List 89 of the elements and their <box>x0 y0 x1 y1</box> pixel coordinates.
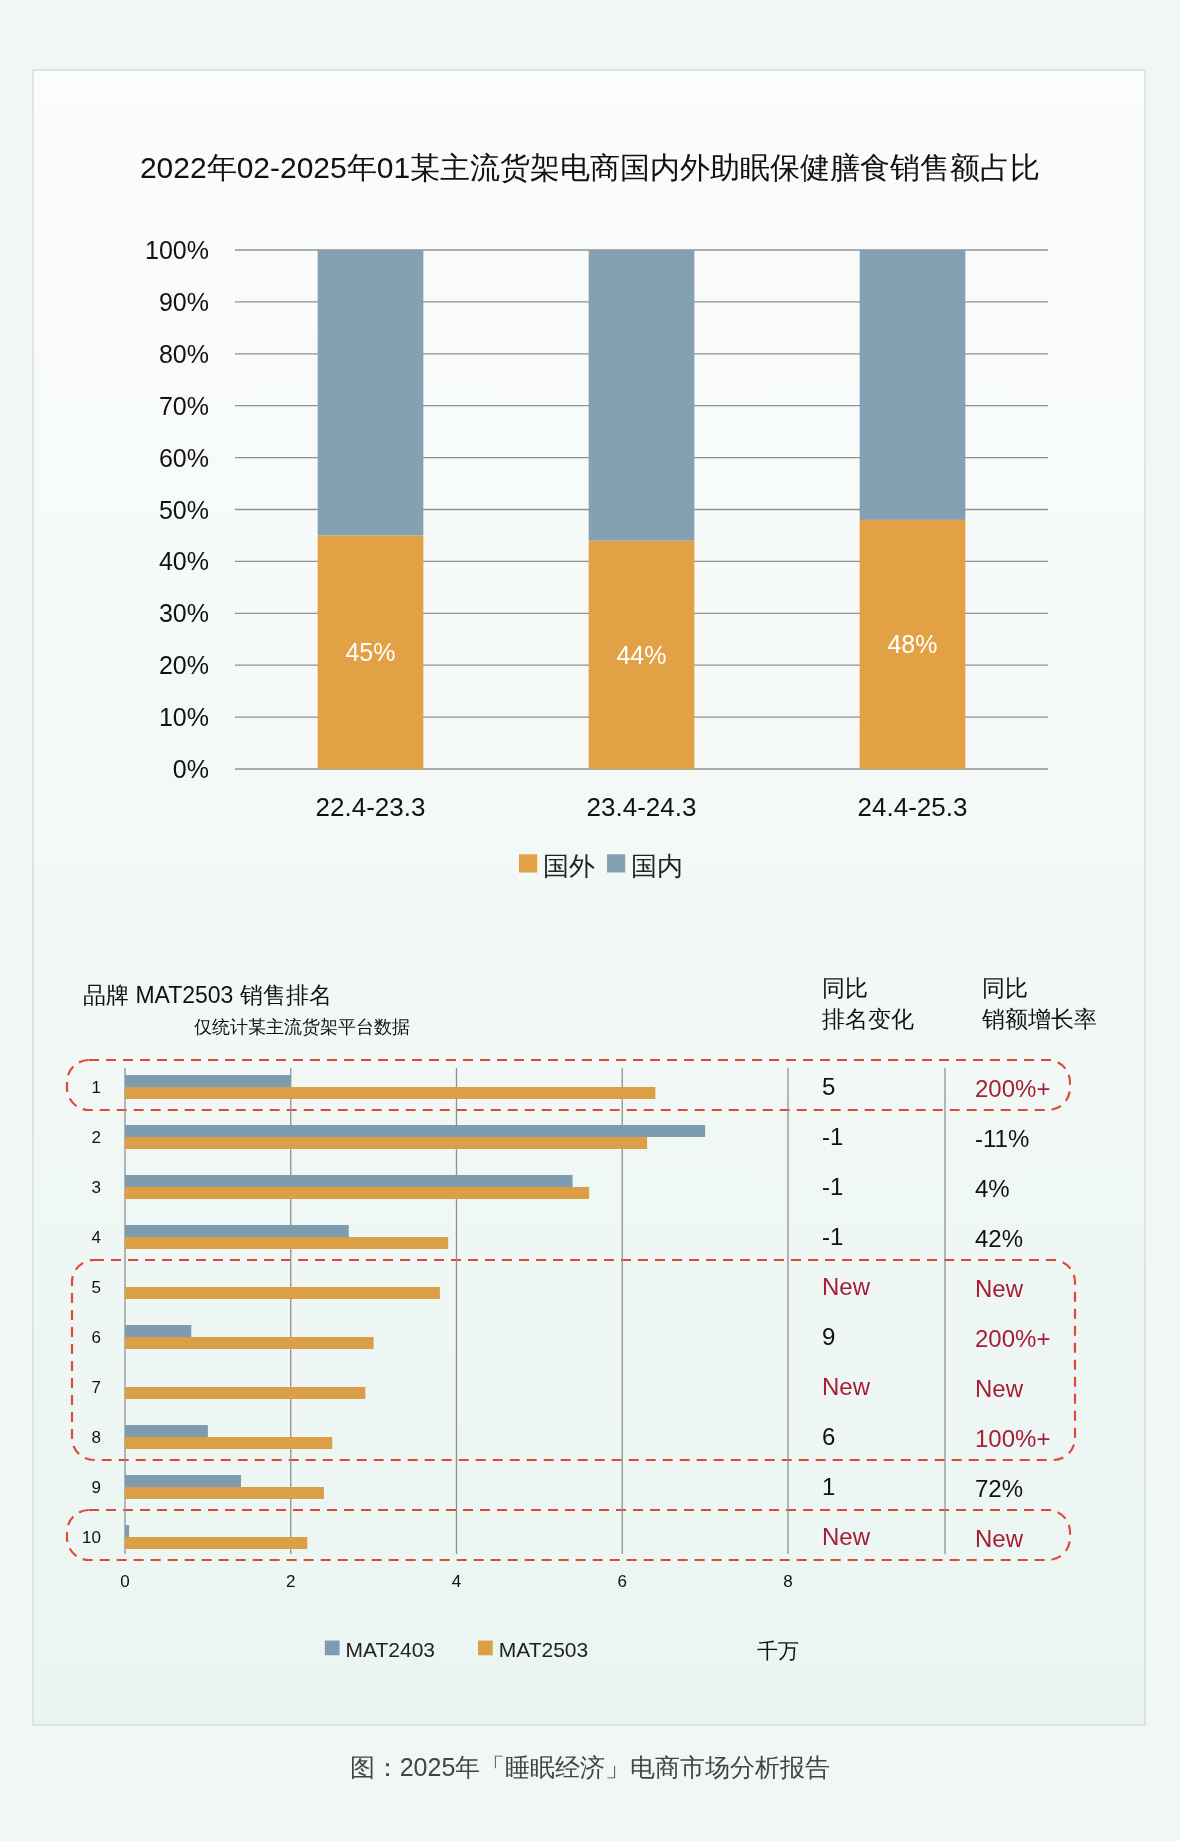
text: -11% <box>975 1125 1030 1152</box>
chart-subtitle: 仅统计某主流货架平台数据 <box>194 1017 410 1037</box>
legend-label: 国外 <box>543 851 596 882</box>
y-tick-label: 0% <box>172 755 209 783</box>
y-tick-label: 10 <box>82 1528 101 1547</box>
bar <box>125 1175 573 1187</box>
bar <box>125 1125 706 1137</box>
text: 4% <box>975 1175 1010 1202</box>
y-tick-label: 20% <box>158 651 209 680</box>
bar <box>125 1337 374 1349</box>
data-label: 48% <box>887 630 938 659</box>
bar <box>125 1087 656 1099</box>
y-tick-label: 40% <box>158 547 209 576</box>
bar <box>125 1537 308 1549</box>
text: 100%+ <box>975 1425 1051 1452</box>
legend-label: MAT2503 <box>498 1638 589 1662</box>
y-tick-label: 50% <box>158 495 209 524</box>
y-tick-label: 90% <box>158 287 209 316</box>
chart-title: 品牌 MAT2503 销售排名 <box>83 982 332 1008</box>
y-tick-label: 70% <box>158 391 209 420</box>
text: 200%+ <box>975 1075 1051 1102</box>
x-tick-label: 4 <box>451 1572 462 1591</box>
text: 9 <box>822 1323 836 1350</box>
bar <box>125 1225 349 1237</box>
y-tick-label: 30% <box>158 599 209 628</box>
bar <box>859 519 966 769</box>
text: 200%+ <box>975 1325 1051 1352</box>
bar <box>588 540 695 769</box>
text: 图：2025年「睡眠经济」电商市场分析报告 <box>349 1753 831 1781</box>
text: 6 <box>822 1423 836 1450</box>
legend-label: MAT2403 <box>345 1638 436 1662</box>
x-tick-label: 24.4-25.3 <box>857 792 968 822</box>
bar <box>125 1075 291 1087</box>
bar <box>125 1387 366 1399</box>
y-tick-label: 5 <box>91 1278 101 1297</box>
bar <box>859 250 966 520</box>
y-tick-label: 2 <box>91 1128 101 1147</box>
bar <box>125 1425 208 1437</box>
y-tick-label: 4 <box>91 1228 101 1247</box>
legend-label: 国内 <box>631 851 684 882</box>
text: -1 <box>822 1173 844 1200</box>
y-tick-label: 9 <box>91 1478 101 1497</box>
text: 5 <box>822 1073 836 1100</box>
bar <box>125 1475 242 1487</box>
bar <box>125 1237 449 1249</box>
bar <box>125 1137 648 1149</box>
text: New <box>975 1275 1024 1302</box>
bar <box>125 1325 192 1337</box>
bar <box>317 535 424 769</box>
text: 排名变化 <box>822 1006 914 1032</box>
x-tick-label: 22.4-23.3 <box>315 792 426 822</box>
text: New <box>975 1525 1024 1552</box>
y-tick-label: 80% <box>158 339 209 368</box>
text: -1 <box>822 1223 844 1250</box>
bar <box>125 1287 440 1299</box>
text: 42% <box>975 1225 1024 1252</box>
data-label: 44% <box>616 640 667 669</box>
x-tick-label: 8 <box>783 1572 793 1591</box>
data-label: 45% <box>345 638 396 667</box>
x-tick-label: 2 <box>286 1572 296 1591</box>
y-tick-label: 10% <box>158 703 209 732</box>
text: 同比 <box>822 975 868 1001</box>
bar <box>125 1525 130 1537</box>
bar <box>588 250 695 541</box>
text: New <box>975 1375 1024 1402</box>
y-tick-label: 8 <box>91 1428 101 1447</box>
x-axis-title: 千万 <box>757 1639 799 1662</box>
y-tick-label: 7 <box>91 1378 101 1397</box>
y-tick-label: 60% <box>158 443 209 472</box>
x-tick-label: 0 <box>120 1572 130 1591</box>
text: 1 <box>822 1473 836 1500</box>
text: 72% <box>975 1475 1024 1502</box>
bar <box>317 250 424 536</box>
chart-title: 2022年02-2025年01某主流货架电商国内外助眠保健膳食销售额占比 <box>139 151 1041 184</box>
y-tick-label: 100% <box>145 236 209 264</box>
text: New <box>822 1373 871 1400</box>
bar <box>125 1487 324 1499</box>
x-tick-label: 6 <box>617 1572 627 1591</box>
text: New <box>822 1273 871 1300</box>
bar <box>125 1187 590 1199</box>
x-tick-label: 23.4-24.3 <box>586 792 697 822</box>
text: New <box>822 1523 871 1550</box>
y-tick-label: 3 <box>91 1178 101 1197</box>
y-tick-label: 1 <box>91 1078 101 1097</box>
y-tick-label: 6 <box>91 1328 101 1347</box>
bar <box>125 1437 333 1449</box>
text: 同比 <box>982 975 1028 1001</box>
text: -1 <box>822 1123 844 1150</box>
text: 销额增长率 <box>981 1006 1097 1032</box>
